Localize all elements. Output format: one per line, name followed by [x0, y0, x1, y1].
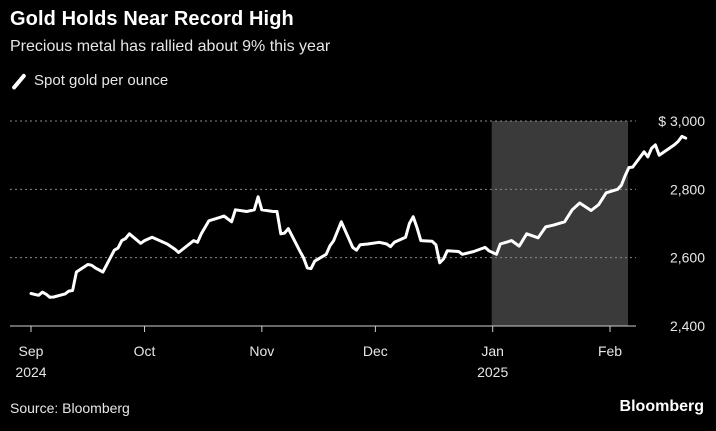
y-tick-label: $ 3,000	[658, 113, 705, 129]
x-tick-label: Sep	[19, 343, 44, 359]
x-tick-year-label: 2024	[15, 364, 46, 380]
chart-subtitle: Precious metal has rallied about 9% this…	[10, 38, 331, 55]
legend-label: Spot gold per ounce	[34, 72, 169, 89]
x-tick-label: Oct	[134, 343, 156, 359]
source-note: Source: Bloomberg	[10, 400, 130, 416]
x-tick-label: Nov	[249, 343, 274, 359]
y-tick-label: 2,600	[670, 250, 705, 266]
x-tick-year-label: 2025	[477, 364, 508, 380]
y-tick-label: 2,400	[670, 318, 705, 334]
legend: Spot gold per ounce	[10, 72, 168, 89]
x-tick-label: Dec	[363, 343, 388, 359]
chart-title: Gold Holds Near Record High	[10, 8, 294, 30]
y-tick-label: 2,800	[670, 181, 705, 197]
series-line-spot-gold	[29, 134, 688, 299]
x-tick-label: Jan	[481, 343, 504, 359]
brand-logo: Bloomberg	[619, 398, 704, 415]
x-tick-label: Feb	[598, 343, 622, 359]
